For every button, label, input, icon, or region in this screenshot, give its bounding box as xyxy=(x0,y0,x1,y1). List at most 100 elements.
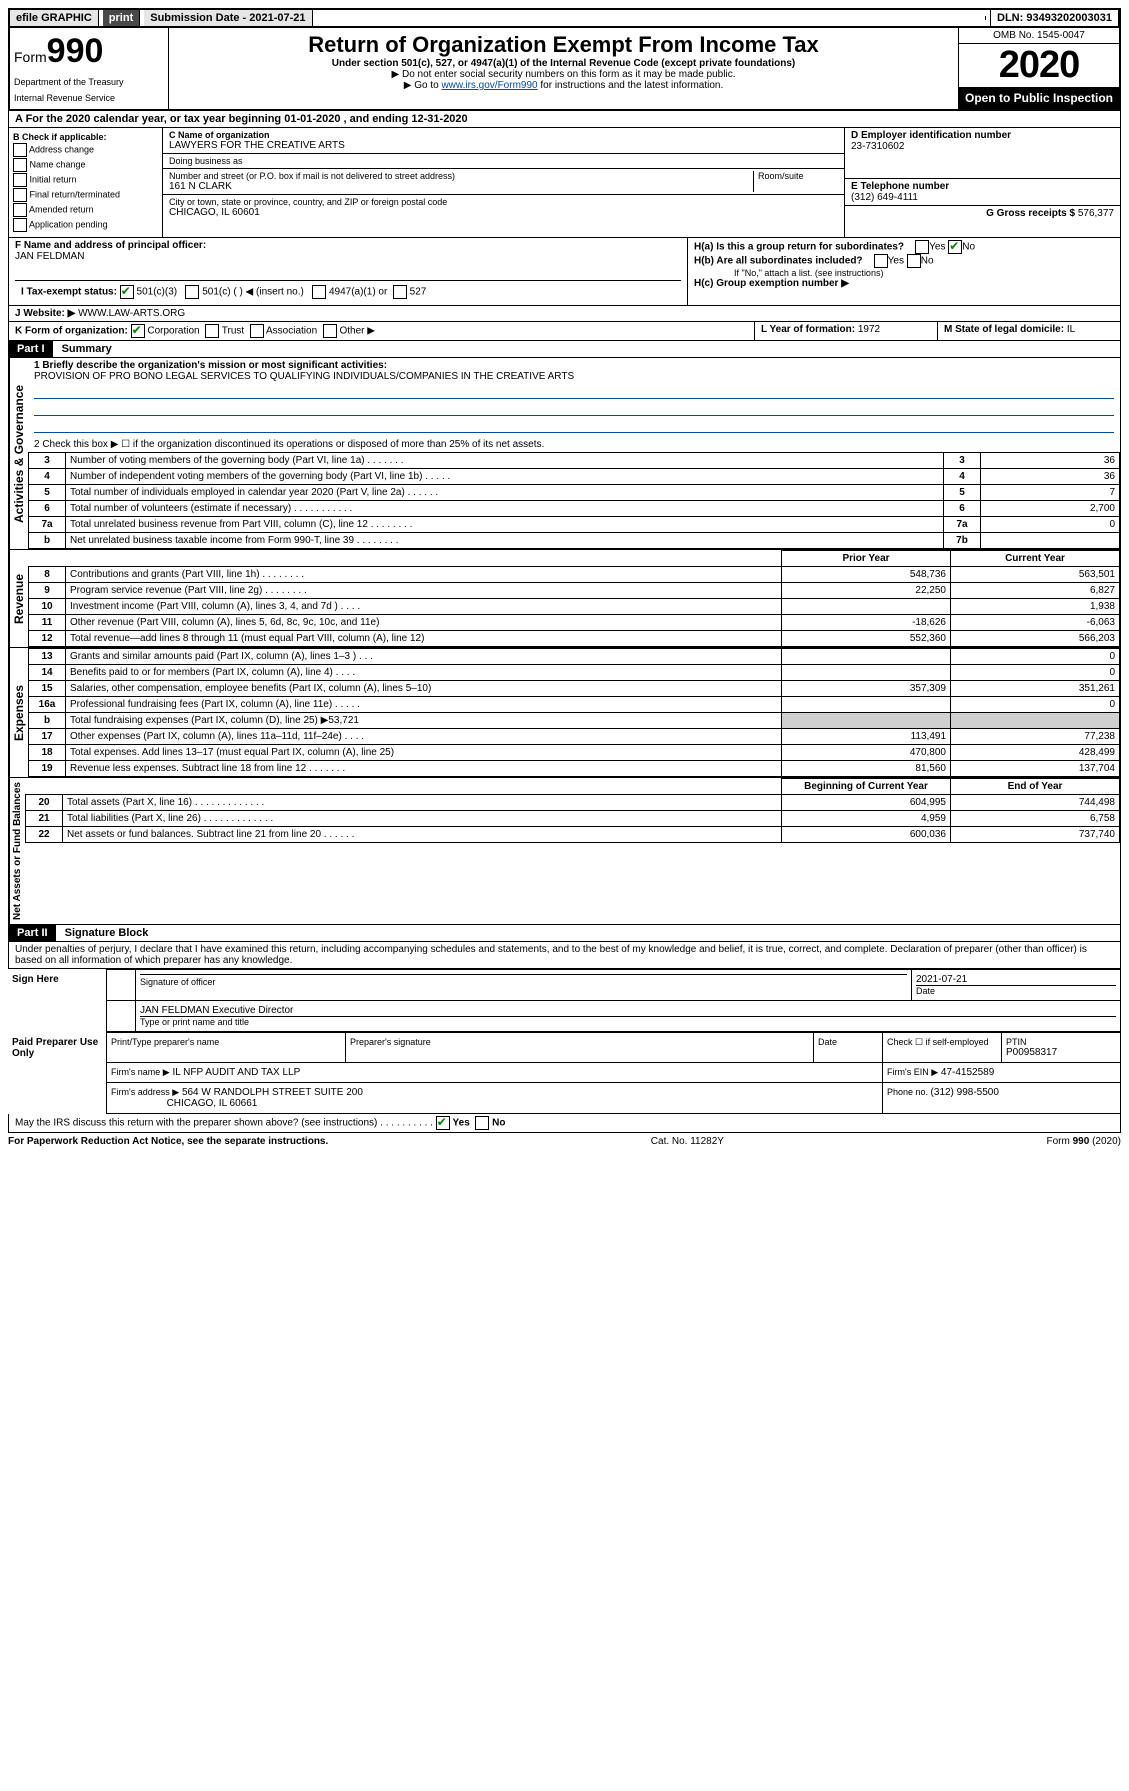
current-val: 0 xyxy=(951,649,1120,665)
row-text: Total assets (Part X, line 16) . . . . .… xyxy=(63,795,782,811)
checkbox-hb-no[interactable] xyxy=(907,254,921,268)
city-value: CHICAGO, IL 60601 xyxy=(169,207,838,218)
part2-title: Signature Block xyxy=(65,927,149,939)
row-text: Net assets or fund balances. Subtract li… xyxy=(63,827,782,843)
row-num: 16a xyxy=(29,697,66,713)
cb-label-3: Final return/terminated xyxy=(30,189,121,199)
checkbox-discuss-yes[interactable] xyxy=(436,1116,450,1130)
checkbox-corporation[interactable] xyxy=(131,324,145,338)
prior-val: -18,626 xyxy=(782,615,951,631)
checkbox-association[interactable] xyxy=(250,324,264,338)
row-text: Total liabilities (Part X, line 26) . . … xyxy=(63,811,782,827)
row-text: Investment income (Part VIII, column (A)… xyxy=(66,599,782,615)
row-num: 21 xyxy=(26,811,63,827)
begin-val: 604,995 xyxy=(782,795,951,811)
row-num: 10 xyxy=(29,599,66,615)
opt-corp: Corporation xyxy=(147,326,199,337)
check-self-employed: Check ☐ if self-employed xyxy=(883,1033,1002,1063)
opt-501c3: 501(c)(3) xyxy=(137,287,178,298)
row-num: 12 xyxy=(29,631,66,647)
firm-addr-label: Firm's address ▶ xyxy=(111,1087,179,1097)
end-val: 744,498 xyxy=(951,795,1120,811)
row-text: Total fundraising expenses (Part IX, col… xyxy=(66,713,782,729)
checkbox-address-change[interactable] xyxy=(13,143,27,157)
ein-value: 23-7310602 xyxy=(851,141,1114,152)
row-num: b xyxy=(29,713,66,729)
checkbox-527[interactable] xyxy=(393,285,407,299)
netassets-table: Beginning of Current Year End of Year20 … xyxy=(25,778,1120,843)
checkbox-4947[interactable] xyxy=(312,285,326,299)
row-text: Benefits paid to or for members (Part IX… xyxy=(66,665,782,681)
checkbox-ha-yes[interactable] xyxy=(915,240,929,254)
room-suite-label: Room/suite xyxy=(753,171,838,192)
cb-label-5: Application pending xyxy=(29,219,108,229)
hb-note: If "No," attach a list. (see instruction… xyxy=(694,268,1114,278)
discuss-no: No xyxy=(492,1118,505,1129)
officer-name: JAN FELDMAN xyxy=(15,251,681,262)
section-f: F Name and address of principal officer:… xyxy=(9,238,688,305)
netassets-section: Net Assets or Fund Balances Beginning of… xyxy=(8,777,1121,925)
ptin-label: PTIN xyxy=(1006,1037,1116,1047)
checkbox-trust[interactable] xyxy=(205,324,219,338)
form-of-org-label: K Form of organization: xyxy=(15,326,128,337)
row-num: 13 xyxy=(29,649,66,665)
checkbox-ha-no[interactable] xyxy=(948,240,962,254)
discuss-yes: Yes xyxy=(453,1118,470,1129)
gross-receipts-value: 576,377 xyxy=(1078,208,1114,219)
hb-yes: Yes xyxy=(888,256,904,267)
ha-yes: Yes xyxy=(929,242,945,253)
dln: DLN: 93493202003031 xyxy=(990,10,1119,26)
checkbox-initial-return[interactable] xyxy=(13,173,27,187)
current-val: 6,827 xyxy=(951,583,1120,599)
note2-post: for instructions and the latest informat… xyxy=(538,80,724,91)
sig-officer-label: Signature of officer xyxy=(140,974,907,987)
opt-527: 527 xyxy=(410,287,427,298)
preparer-table: Paid Preparer Use Only Print/Type prepar… xyxy=(8,1032,1121,1114)
sign-here-label: Sign Here xyxy=(8,970,107,1032)
org-name-cell: C Name of organization LAWYERS FOR THE C… xyxy=(163,128,844,154)
row-num: 20 xyxy=(26,795,63,811)
year-formation-label: L Year of formation: xyxy=(761,324,858,335)
ha-label: H(a) Is this a group return for subordin… xyxy=(694,242,904,253)
checkbox-name-change[interactable] xyxy=(13,158,27,172)
checkbox-amended[interactable] xyxy=(13,203,27,217)
instructions-link[interactable]: www.irs.gov/Form990 xyxy=(441,80,537,91)
row-num: 14 xyxy=(29,665,66,681)
row-num: 9 xyxy=(29,583,66,599)
cb-label-2: Initial return xyxy=(30,174,77,184)
row-box: 7b xyxy=(944,533,981,549)
part-ii-header: Part II Signature Block xyxy=(8,925,1121,942)
firm-phone: (312) 998-5500 xyxy=(931,1087,999,1098)
checkbox-app-pending[interactable] xyxy=(13,218,27,232)
revenue-section: Revenue Prior Year Current Year8 Contrib… xyxy=(8,549,1121,647)
row-num: 18 xyxy=(29,745,66,761)
checkbox-501c[interactable] xyxy=(185,285,199,299)
row-num: 17 xyxy=(29,729,66,745)
officer-name-title: JAN FELDMAN Executive Director xyxy=(140,1005,1116,1016)
checkbox-discuss-no[interactable] xyxy=(475,1116,489,1130)
checkbox-501c3[interactable] xyxy=(120,285,134,299)
street-address: 161 N CLARK xyxy=(169,181,753,192)
phone-value: (312) 649-4111 xyxy=(851,192,1114,203)
row-text: Total number of individuals employed in … xyxy=(66,485,944,501)
print-button[interactable]: print xyxy=(103,10,140,26)
part1-header: Part I xyxy=(9,341,53,357)
year-box: OMB No. 1545-0047 2020 Open to Public In… xyxy=(958,28,1119,109)
current-val: 137,704 xyxy=(951,761,1120,777)
addr-label: Number and street (or P.O. box if mail i… xyxy=(169,171,753,181)
row-num: 3 xyxy=(29,453,66,469)
open-to-public: Open to Public Inspection xyxy=(959,87,1119,109)
row-text: Other expenses (Part IX, column (A), lin… xyxy=(66,729,782,745)
checkbox-hb-yes[interactable] xyxy=(874,254,888,268)
opt-assoc: Association xyxy=(266,326,317,337)
city-cell: City or town, state or province, country… xyxy=(163,195,844,220)
checkbox-other[interactable] xyxy=(323,324,337,338)
firm-ein: 47-4152589 xyxy=(941,1067,994,1078)
firm-addr1: 564 W RANDOLPH STREET SUITE 200 xyxy=(182,1087,363,1098)
part-i-header: Part I Summary xyxy=(8,341,1121,358)
expenses-vlabel: Expenses xyxy=(9,648,28,777)
firm-phone-label: Phone no. xyxy=(887,1087,931,1097)
expenses-table: 13 Grants and similar amounts paid (Part… xyxy=(28,648,1120,777)
prep-date-label: Date xyxy=(814,1033,883,1063)
checkbox-final-return[interactable] xyxy=(13,188,27,202)
